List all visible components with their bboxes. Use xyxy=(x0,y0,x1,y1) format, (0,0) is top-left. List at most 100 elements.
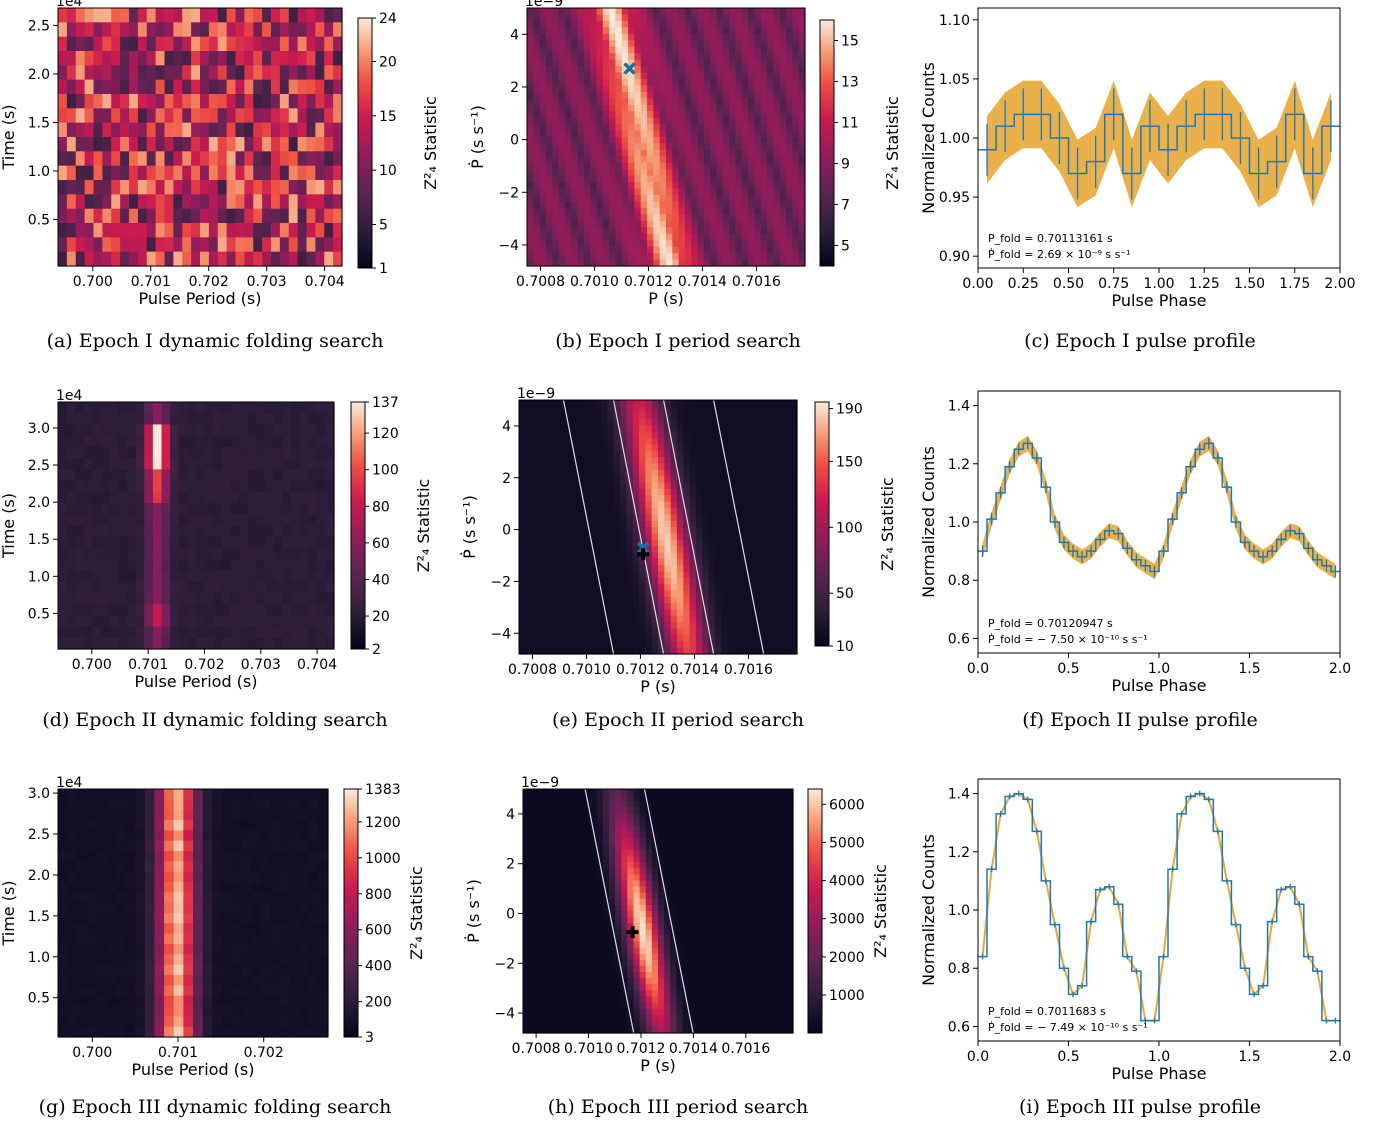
heatmap-cell xyxy=(308,592,318,605)
heatmap-cell xyxy=(689,615,697,623)
heatmap-cell xyxy=(634,85,642,93)
heatmap-cell xyxy=(760,149,768,157)
heatmap-cell xyxy=(588,641,596,649)
heatmap-cell xyxy=(601,450,609,458)
heatmap-cell xyxy=(765,552,773,560)
heatmap-cell xyxy=(748,27,756,35)
heatmap-cell xyxy=(697,227,705,235)
heatmap-cell xyxy=(708,609,716,617)
heatmap-cell xyxy=(75,491,85,504)
ylabel-b: Ṗ (s s⁻¹) xyxy=(468,105,487,169)
heatmap-cell xyxy=(290,402,301,414)
heatmap-cell xyxy=(146,36,157,52)
heatmap-cell xyxy=(683,444,691,452)
ytick-label-d-2: 1.5 xyxy=(28,532,50,548)
heatmap-cell xyxy=(613,476,621,484)
heatmap-cell xyxy=(727,520,735,528)
heatmap-cell xyxy=(66,51,77,66)
heatmap-cell xyxy=(152,435,163,448)
heatmap-cell xyxy=(596,149,604,157)
heatmap-cell xyxy=(539,220,547,228)
heatmap-cell xyxy=(75,251,86,267)
heatmap-cell xyxy=(602,201,610,209)
heatmap-cell xyxy=(118,446,128,459)
heatmap-cell xyxy=(664,539,672,547)
heatmap-cell xyxy=(607,552,615,560)
heatmap-cell xyxy=(659,201,667,209)
heatmap-cell xyxy=(558,27,566,35)
heatmap-cell xyxy=(594,469,602,477)
heatmap-cell xyxy=(784,495,792,503)
heatmap-cell xyxy=(545,40,553,48)
heatmap-cell xyxy=(607,444,615,452)
heatmap-cell xyxy=(697,66,705,74)
heatmap-cell xyxy=(66,559,76,572)
heatmap-cell xyxy=(601,577,609,585)
heatmap-cell xyxy=(784,469,792,477)
heatmap-cell xyxy=(137,137,148,152)
heatmap-cell xyxy=(525,476,533,484)
heatmap-cell xyxy=(58,122,68,138)
heatmap-cell xyxy=(527,66,534,74)
heatmap-cell xyxy=(544,406,552,414)
heatmap-cell xyxy=(588,507,596,515)
heatmap-cell xyxy=(779,169,787,177)
heatmap-cell xyxy=(333,208,343,224)
heatmap-cell xyxy=(582,647,590,655)
heatmap-cell xyxy=(798,111,806,119)
heatmap-cell xyxy=(729,214,737,222)
heatmap-cell xyxy=(273,592,283,605)
heatmap-cell xyxy=(645,431,653,439)
heatmap-cell xyxy=(645,520,653,528)
heatmap-cell xyxy=(613,425,621,433)
heatmap-cell xyxy=(621,33,629,41)
heatmap-cell xyxy=(544,565,552,573)
heatmap-cell xyxy=(779,143,787,151)
heatmap-cell xyxy=(767,78,775,86)
heatmap-cell xyxy=(571,104,579,112)
heatmap-cell xyxy=(279,223,290,238)
annotation-pdot-c: Ṗ_fold = 2.69 × 10⁻⁹ s s⁻¹ xyxy=(988,248,1131,261)
heatmap-cell xyxy=(590,85,598,93)
heatmap-cell xyxy=(640,233,648,241)
heatmap-cell xyxy=(75,65,86,81)
heatmap-cell xyxy=(653,162,661,170)
heatmap-cell xyxy=(771,527,779,534)
heatmap-cell xyxy=(596,66,604,74)
heatmap-cell xyxy=(628,124,636,132)
heatmap-cell xyxy=(217,194,228,210)
heatmap-cell xyxy=(66,413,76,426)
heatmap-cell xyxy=(182,51,192,66)
heatmap-cell xyxy=(752,584,760,592)
heatmap-cell xyxy=(556,628,564,636)
heatmap-cell xyxy=(155,251,166,267)
heatmap-cell xyxy=(759,634,767,642)
heatmap-cell xyxy=(519,501,526,509)
heatmap-cell xyxy=(672,149,680,157)
heatmap-cell xyxy=(324,108,334,124)
heatmap-cell xyxy=(684,207,692,215)
heatmap-cell xyxy=(672,53,680,61)
heatmap-cell xyxy=(552,188,560,196)
heatmap-cell xyxy=(279,22,290,38)
heatmap-cell xyxy=(695,419,703,426)
heatmap-cell xyxy=(773,27,781,35)
cbar-tick-label-d-4: 80 xyxy=(372,499,390,515)
heatmap-cell xyxy=(204,491,214,504)
heatmap-cell xyxy=(178,446,188,459)
heatmap-cell xyxy=(200,22,210,38)
heatmap-cell xyxy=(533,169,541,177)
heatmap-cell xyxy=(235,51,245,66)
heatmap-cell xyxy=(721,488,729,496)
heatmap-cell xyxy=(58,536,68,549)
heatmap-cell xyxy=(556,571,564,579)
heatmap-cell xyxy=(545,220,553,228)
heatmap-cell xyxy=(556,457,564,465)
heatmap-cell xyxy=(752,565,760,573)
heatmap-cell xyxy=(615,240,623,248)
heatmap-cell xyxy=(531,584,539,592)
heatmap-cell xyxy=(689,596,697,604)
heatmap-cell xyxy=(647,8,654,16)
heatmap-cell xyxy=(759,565,767,573)
heatmap-cell xyxy=(299,559,309,572)
